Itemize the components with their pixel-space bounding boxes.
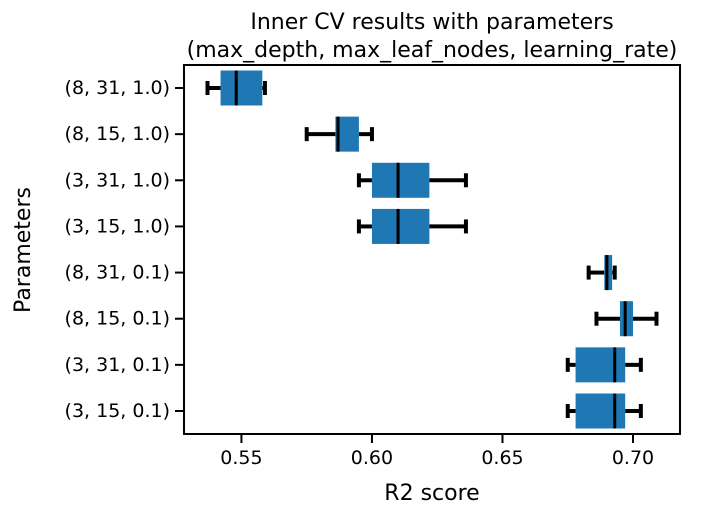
y-tick-label: (8, 31, 1.0) (65, 77, 170, 99)
y-tick-label: (3, 15, 0.1) (65, 400, 170, 422)
box (575, 347, 626, 383)
y-axis: (8, 31, 1.0) (8, 15, 1.0) (3, 31, 1.0) (3, … (65, 77, 184, 422)
chart-title-line-2: (max_depth, max_leaf_nodes, learning_rat… (187, 38, 678, 63)
box (575, 393, 626, 429)
box-group (356, 208, 468, 244)
box-group (205, 70, 267, 106)
y-tick-label: (3, 15, 1.0) (65, 215, 170, 237)
chart-title-line-1: Inner CV results with parameters (250, 10, 613, 35)
plot-frame (183, 64, 681, 435)
x-tick-label: 0.60 (351, 447, 393, 469)
box-group (356, 162, 468, 198)
y-axis-label: Parameters (11, 187, 36, 313)
box-group (304, 116, 374, 152)
y-tick-label: (3, 31, 0.1) (65, 354, 170, 376)
box-group (565, 347, 643, 383)
x-axis: 0.55 0.60 0.65 0.70 (220, 434, 654, 469)
box-group (586, 255, 617, 291)
y-tick-label: (8, 15, 0.1) (65, 308, 170, 330)
x-tick-label: 0.65 (481, 447, 523, 469)
box (371, 162, 430, 198)
y-tick-label: (8, 31, 0.1) (65, 262, 170, 284)
box (371, 208, 430, 244)
plot-area (205, 70, 659, 429)
x-tick-label: 0.70 (612, 447, 654, 469)
x-axis-label: R2 score (384, 481, 479, 506)
box (335, 116, 359, 152)
y-tick-label: (8, 15, 1.0) (65, 123, 170, 145)
y-tick-label: (3, 31, 1.0) (65, 169, 170, 191)
box (220, 70, 263, 106)
box-group (594, 301, 659, 337)
box-group (565, 393, 643, 429)
x-tick-label: 0.55 (220, 447, 262, 469)
